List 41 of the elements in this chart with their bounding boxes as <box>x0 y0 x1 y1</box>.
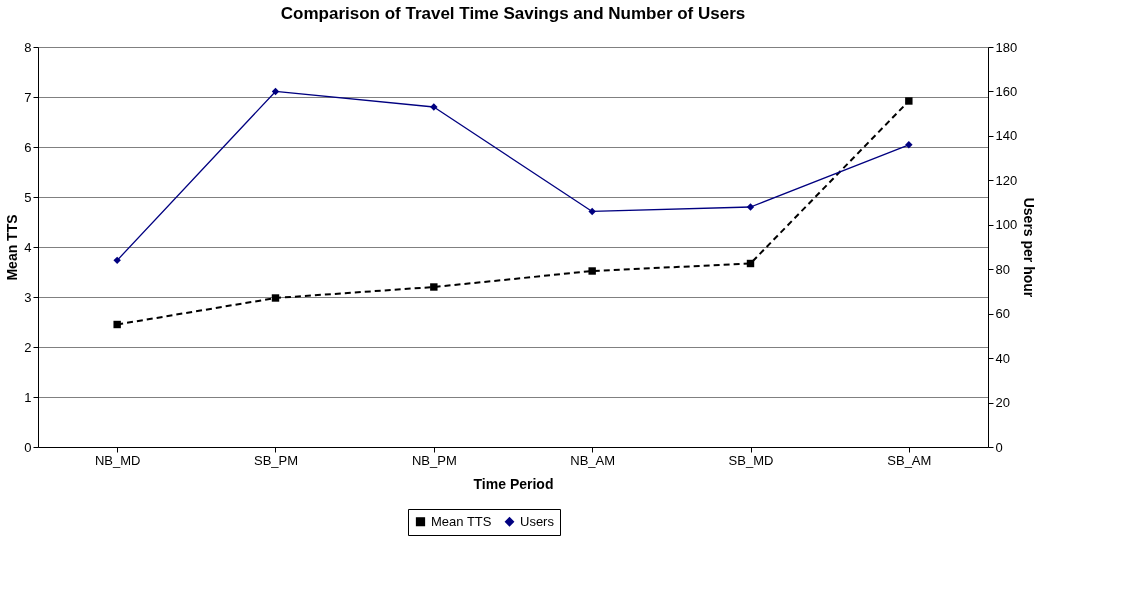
y2-tick-label: 40 <box>995 350 1010 366</box>
y-tick-label: 3 <box>24 289 32 305</box>
y2-tick-label: 180 <box>995 39 1018 55</box>
y2-tick-label: 100 <box>995 217 1018 233</box>
x-axis-title: Time Period <box>473 475 554 492</box>
chart-title: Comparison of Travel Time Savings and Number of Users <box>280 4 746 23</box>
point <box>271 294 280 302</box>
point <box>271 87 280 96</box>
legend-label: Users <box>520 513 555 529</box>
y2-tick-label: 140 <box>995 128 1018 144</box>
y2-tick-label: 60 <box>995 306 1010 322</box>
y2-tick-label: 20 <box>995 395 1010 411</box>
point <box>588 207 596 216</box>
y2-tick-label: 0 <box>995 439 1003 455</box>
x-tick-label: SB_PM <box>253 452 299 468</box>
x-tick-label: SB_MD <box>728 452 774 468</box>
point <box>905 97 913 105</box>
y-tick-label: 8 <box>24 39 32 55</box>
y2-tick-label: 120 <box>995 172 1018 188</box>
point <box>746 203 755 211</box>
y2-tick-label: 80 <box>995 261 1010 277</box>
y2-axis-title: Users per hour <box>1021 197 1038 298</box>
x-tick-label: NB_PM <box>411 452 457 468</box>
x-tick-label: SB_AM <box>887 452 932 468</box>
y-axis-title: Mean TTS <box>4 214 21 281</box>
legend-label: Mean TTS <box>431 513 492 529</box>
x-tick-label: NB_AM <box>570 452 616 468</box>
y-tick-label: 7 <box>24 89 32 105</box>
y-tick-label: 6 <box>24 139 32 155</box>
point <box>430 283 438 291</box>
x-tick-label: NB_MD <box>94 452 141 468</box>
point <box>113 256 121 265</box>
point <box>905 141 913 149</box>
y-tick-label: 2 <box>24 339 32 355</box>
point <box>113 320 121 329</box>
y-tick-label: 0 <box>24 439 32 455</box>
y-tick-label: 4 <box>24 239 32 255</box>
y-tick-label: 5 <box>24 189 32 205</box>
y2-tick-label: 160 <box>995 83 1018 99</box>
y-tick-label: 1 <box>24 389 32 405</box>
point <box>588 267 596 275</box>
